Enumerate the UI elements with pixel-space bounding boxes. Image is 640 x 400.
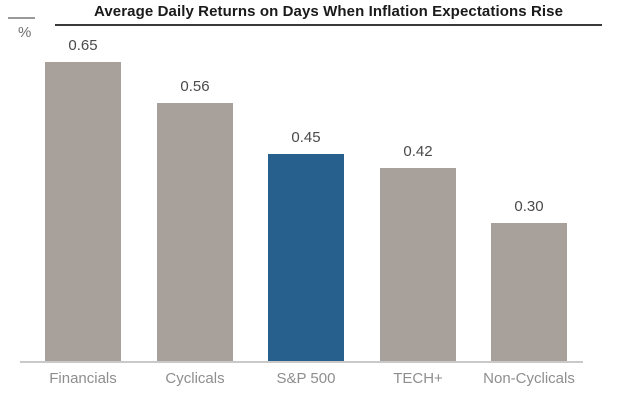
category-label-non-cyclicals: Non-Cyclicals xyxy=(483,370,575,387)
title-underline xyxy=(55,24,602,26)
y-axis-tick xyxy=(8,17,35,19)
value-label-s-p-500: 0.45 xyxy=(291,129,321,146)
chart-title: Average Daily Returns on Days When Infla… xyxy=(93,3,564,20)
bar-non-cyclicals xyxy=(491,223,567,361)
chart-header: Average Daily Returns on Days When Infla… xyxy=(55,2,602,26)
value-label-cyclicals: 0.56 xyxy=(180,78,210,95)
value-label-financials: 0.65 xyxy=(68,37,98,54)
category-label-financials: Financials xyxy=(49,370,117,387)
bar-tech xyxy=(380,168,456,361)
x-axis-baseline xyxy=(20,361,583,363)
bar-s-p-500 xyxy=(268,154,344,361)
category-label-cyclicals: Cyclicals xyxy=(165,370,225,387)
category-label-s-p-500: S&P 500 xyxy=(276,370,336,387)
category-label-tech: TECH+ xyxy=(393,370,443,387)
y-axis-unit-label: % xyxy=(18,24,32,41)
value-label-non-cyclicals: 0.30 xyxy=(514,198,544,215)
value-label-tech: 0.42 xyxy=(403,143,433,160)
bar-cyclicals xyxy=(157,103,233,361)
bar-financials xyxy=(45,62,121,361)
